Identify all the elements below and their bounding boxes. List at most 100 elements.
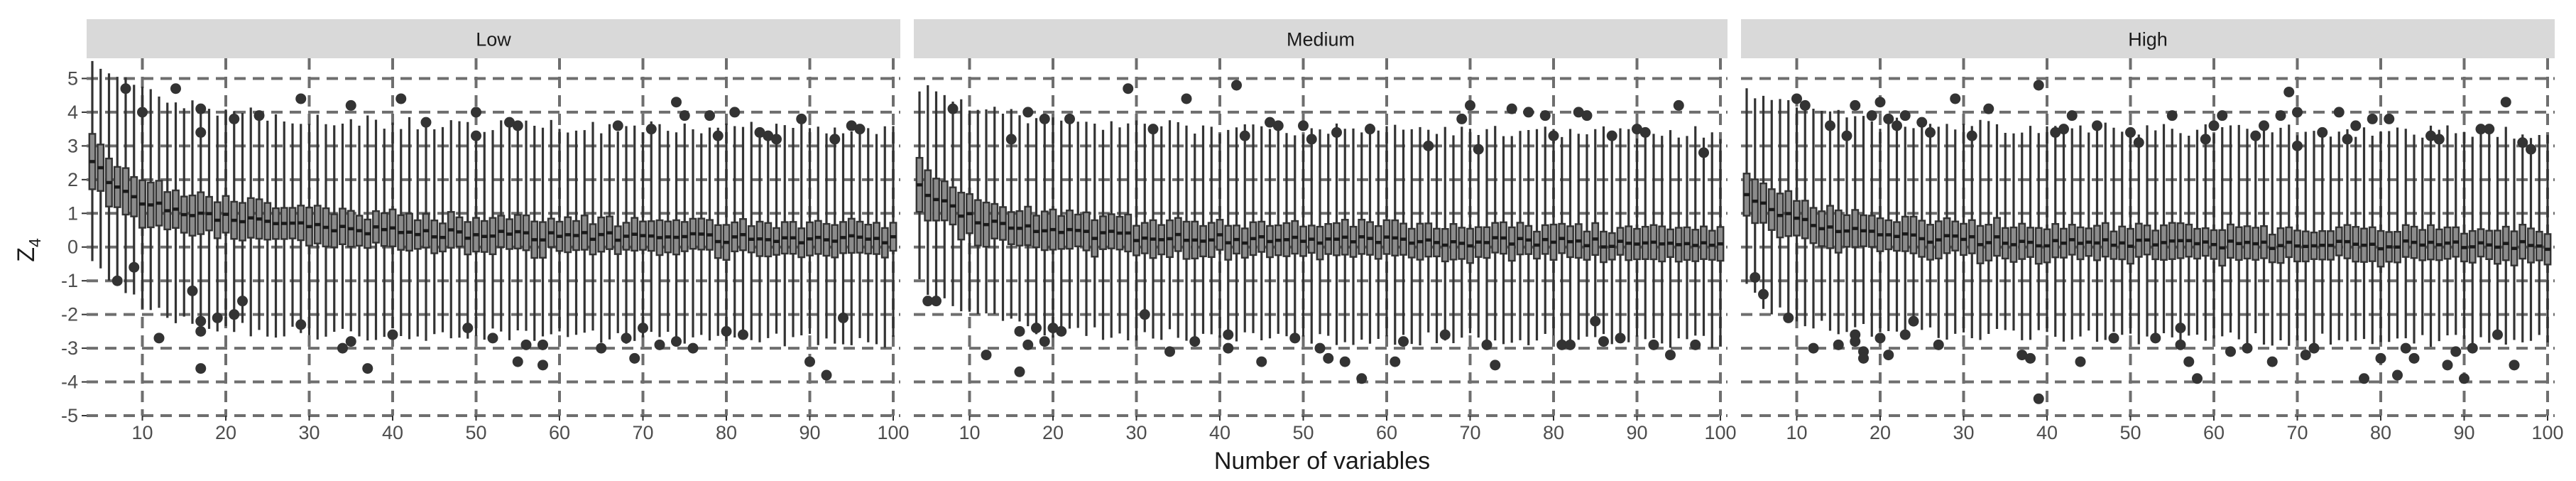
outlier-point bbox=[679, 110, 690, 121]
box-n-56 bbox=[1349, 128, 1358, 345]
x-tick-label: 90 bbox=[1626, 422, 1647, 443]
box-n-66 bbox=[2260, 126, 2268, 345]
box-n-8 bbox=[121, 77, 130, 293]
box-n-72 bbox=[1483, 129, 1491, 342]
outlier-point bbox=[821, 369, 832, 381]
outlier-point bbox=[2266, 356, 2278, 367]
outlier-point bbox=[804, 356, 815, 367]
box-n-100 bbox=[1716, 139, 1725, 347]
box-n-100 bbox=[889, 126, 897, 337]
box-n-60 bbox=[1382, 126, 1391, 337]
box-n-27 bbox=[1934, 126, 1943, 338]
box-n-33 bbox=[330, 125, 339, 332]
outlier-point bbox=[345, 99, 356, 111]
box-n-92 bbox=[2477, 131, 2485, 337]
outlier-point bbox=[1892, 120, 1902, 131]
outlier-point bbox=[2442, 360, 2453, 371]
outlier-point bbox=[195, 363, 207, 374]
box-n-6 bbox=[105, 73, 113, 281]
box-n-76 bbox=[1516, 131, 1524, 340]
outlier-point bbox=[2492, 329, 2503, 340]
box-n-86 bbox=[2427, 125, 2435, 347]
y-axis-title: Z4 bbox=[13, 238, 44, 262]
outlier-point bbox=[1808, 342, 1819, 354]
box-n-69 bbox=[2285, 124, 2293, 346]
outlier-point bbox=[153, 333, 165, 344]
box-n-77 bbox=[2352, 136, 2360, 341]
outlier-point bbox=[1833, 339, 1844, 350]
box-n-64 bbox=[1416, 126, 1424, 346]
outlier-point bbox=[1983, 103, 1994, 114]
box-n-59 bbox=[547, 119, 555, 335]
x-tick-label: 70 bbox=[1459, 422, 1480, 443]
x-tick-label: 100 bbox=[2531, 422, 2563, 443]
outlier-point bbox=[362, 363, 373, 374]
box-n-20 bbox=[1876, 129, 1884, 333]
outlier-point bbox=[2016, 350, 2028, 361]
outlier-point bbox=[1289, 333, 1301, 344]
box-n-83 bbox=[2401, 129, 2410, 339]
box-n-87 bbox=[2435, 129, 2443, 342]
outlier-point bbox=[487, 333, 498, 344]
outlier-point bbox=[1123, 83, 1134, 94]
box-n-36 bbox=[355, 125, 364, 337]
box-n-58 bbox=[2193, 129, 2201, 335]
outlier-point bbox=[1698, 147, 1709, 158]
x-tick-label: 30 bbox=[1953, 422, 1974, 443]
box-n-21 bbox=[230, 111, 239, 333]
box-n-44 bbox=[422, 119, 430, 341]
box-n-6 bbox=[1759, 95, 1767, 309]
y-tick-label: -5 bbox=[61, 405, 78, 426]
outlier-point bbox=[1673, 99, 1684, 111]
box-n-37 bbox=[2018, 132, 2026, 340]
outlier-point bbox=[395, 93, 407, 104]
box-n-47 bbox=[1274, 123, 1282, 334]
box-n-71 bbox=[647, 121, 655, 333]
box-n-16 bbox=[1015, 115, 1024, 322]
box-n-92 bbox=[1649, 134, 1658, 338]
box-n-89 bbox=[797, 121, 806, 335]
outlier-point bbox=[1398, 336, 1409, 347]
outlier-point bbox=[2317, 126, 2328, 138]
outlier-point bbox=[2384, 113, 2395, 124]
box-n-91 bbox=[814, 126, 822, 345]
outlier-point bbox=[2225, 346, 2236, 357]
box-n-64 bbox=[589, 121, 597, 331]
box-n-95 bbox=[847, 131, 856, 345]
box-n-57 bbox=[2185, 136, 2193, 336]
outlier-point bbox=[931, 296, 942, 307]
box-n-56 bbox=[522, 120, 530, 331]
outlier-point bbox=[687, 342, 699, 354]
outlier-point bbox=[771, 134, 782, 145]
y-tick-label: -4 bbox=[61, 372, 78, 393]
outlier-point bbox=[253, 110, 265, 121]
box-n-5 bbox=[924, 85, 932, 296]
y-tick-label: 0 bbox=[67, 237, 78, 258]
box-n-40 bbox=[388, 122, 397, 329]
box-n-89 bbox=[2452, 133, 2460, 335]
x-tick-label: 40 bbox=[382, 422, 403, 443]
box-n-10 bbox=[966, 110, 973, 312]
outlier-point bbox=[1481, 339, 1492, 350]
outliers bbox=[1750, 80, 2536, 404]
box-n-41 bbox=[1224, 129, 1233, 337]
box-n-70 bbox=[2293, 135, 2301, 341]
box-n-46 bbox=[439, 126, 447, 333]
box-n-96 bbox=[1683, 136, 1691, 340]
x-tick-label: 70 bbox=[2286, 422, 2308, 443]
box-n-82 bbox=[2394, 127, 2401, 339]
outlier-point bbox=[1423, 140, 1434, 151]
box-n-42 bbox=[2060, 132, 2068, 342]
box-n-72 bbox=[2310, 131, 2318, 345]
outlier-point bbox=[621, 333, 632, 344]
y-tick-label: -2 bbox=[61, 304, 78, 325]
outlier-point bbox=[1047, 323, 1059, 334]
box-n-32 bbox=[1976, 119, 1985, 340]
outlier-point bbox=[2033, 80, 2044, 91]
outlier-point bbox=[1056, 325, 1067, 337]
box-n-84 bbox=[2410, 134, 2418, 344]
box-n-95 bbox=[1674, 137, 1683, 339]
box-n-49 bbox=[1291, 135, 1299, 339]
box-n-43 bbox=[2068, 128, 2076, 340]
